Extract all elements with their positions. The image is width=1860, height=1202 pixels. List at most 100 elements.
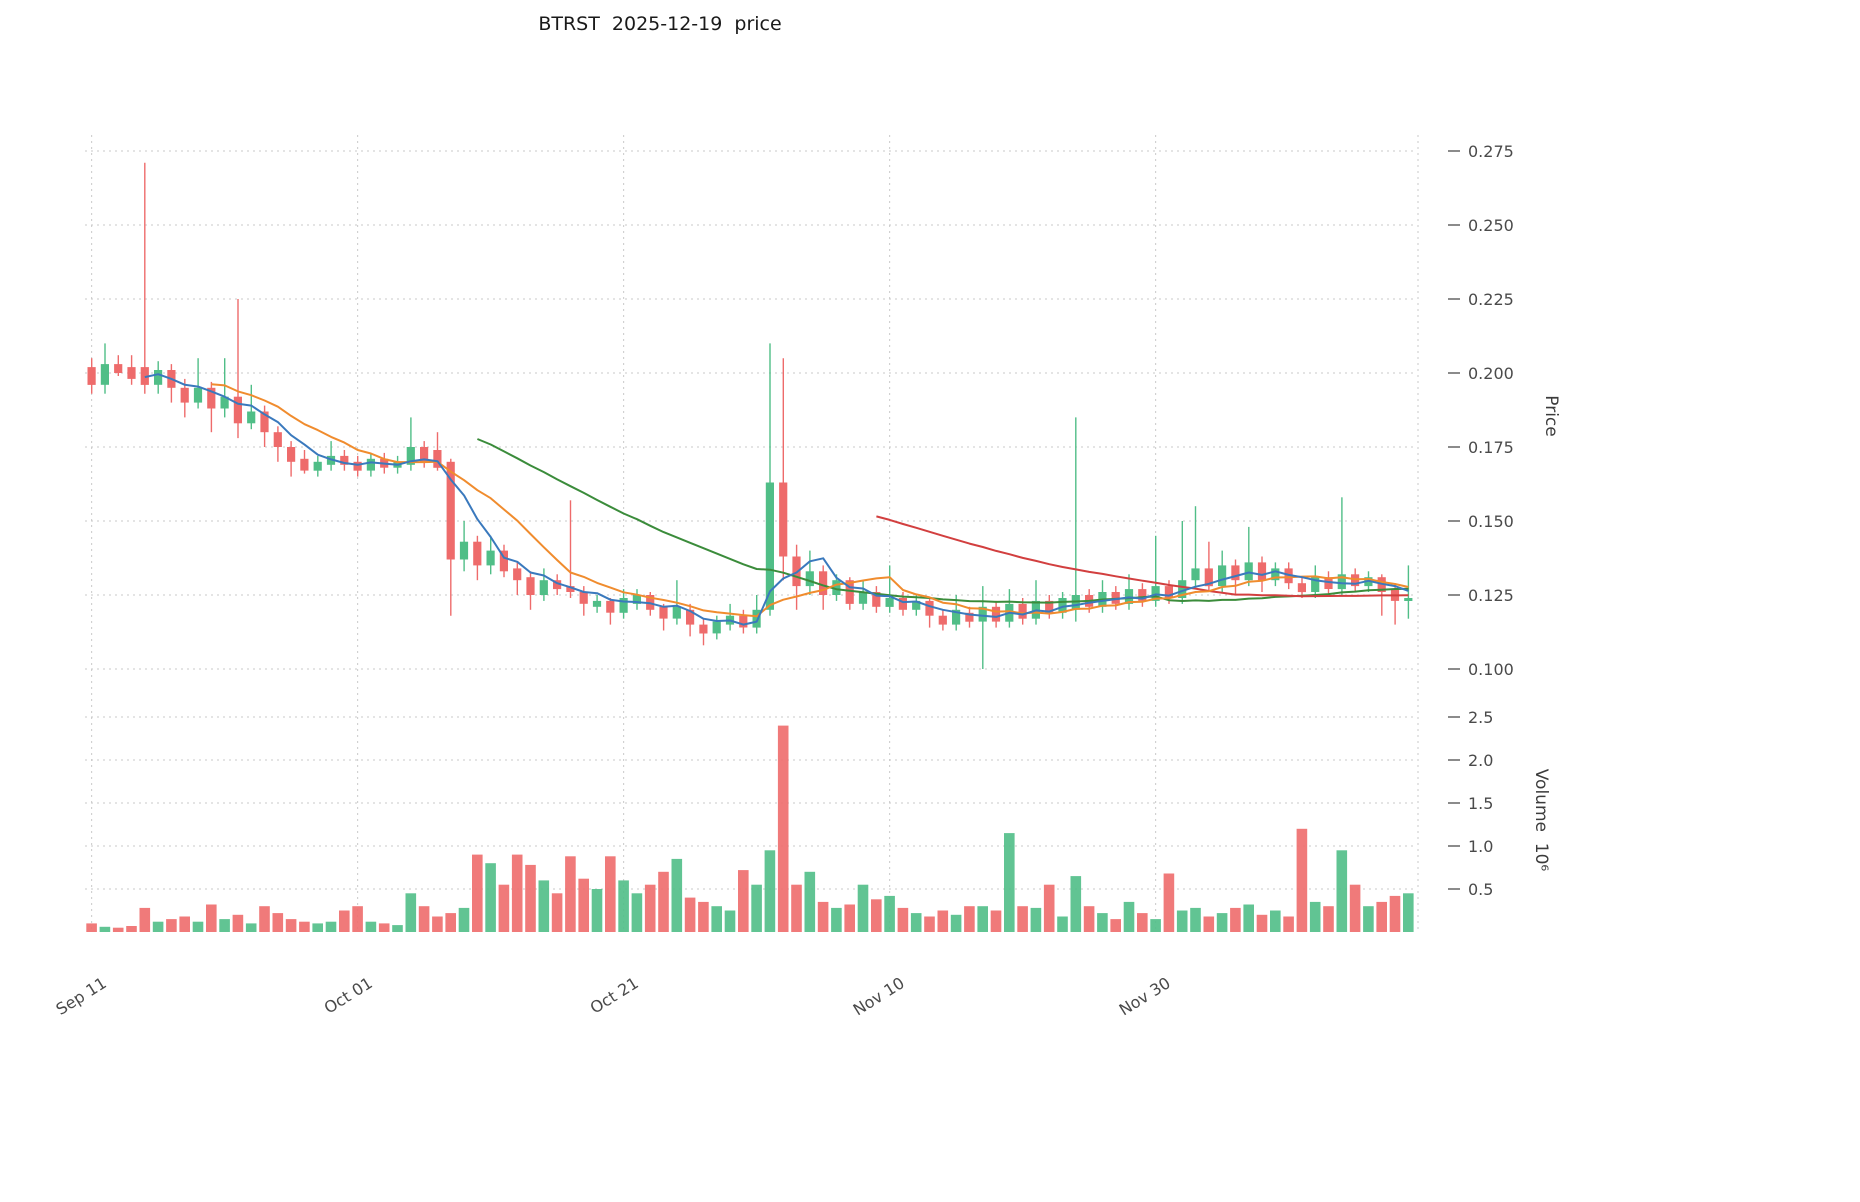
volume-bar (1083, 906, 1095, 932)
volume-bar (312, 923, 323, 932)
price-tick-label: 0.275 (1468, 142, 1514, 161)
x-tick-label: Sep 11 (53, 973, 110, 1019)
candle (300, 450, 309, 474)
volume-bar (618, 880, 629, 932)
price-tick-label: 0.250 (1468, 216, 1514, 235)
volume-bar (232, 914, 244, 932)
candle (1071, 417, 1080, 622)
volume-bar (937, 910, 949, 932)
volume-bar (924, 916, 935, 932)
volume-bar (1123, 901, 1135, 932)
candle (606, 598, 615, 625)
candle (127, 355, 136, 385)
candle (1231, 559, 1240, 595)
chart-title: BTRST 2025-12-19 price (538, 13, 781, 35)
candle (167, 364, 176, 403)
candle (207, 381, 216, 433)
volume-tick-label: 1.5 (1468, 794, 1493, 813)
volume-bar (1256, 914, 1268, 932)
candle (925, 598, 934, 628)
price-tick-label: 0.100 (1468, 660, 1514, 679)
candle (326, 441, 336, 471)
volume-bar (698, 901, 709, 932)
volume-bar (272, 913, 284, 932)
volume-bar (884, 895, 895, 932)
volume-bar (1043, 884, 1055, 932)
volume-bar (964, 906, 975, 932)
candle (858, 580, 868, 610)
volume-bar (1363, 906, 1374, 932)
volume-bar (152, 921, 164, 932)
candle (712, 615, 721, 640)
volume-bar (671, 858, 683, 932)
volume-bar (724, 910, 736, 932)
volume-bar (831, 907, 842, 932)
candle (938, 609, 947, 631)
volume-tick-label: 2.5 (1468, 708, 1493, 727)
candles (87, 162, 1413, 669)
volume-bar (378, 923, 390, 932)
candle (686, 603, 695, 637)
volume-bar (352, 906, 363, 932)
volume-bar (325, 921, 337, 932)
price-axis-label: Price (1541, 395, 1561, 436)
candle (193, 358, 203, 409)
volume-bar (259, 906, 270, 932)
volume-bar (1110, 919, 1121, 932)
candle (872, 586, 881, 613)
volume-bar (1270, 910, 1281, 932)
candle (779, 358, 788, 581)
price-tick-label: 0.225 (1468, 290, 1514, 309)
volume-bar (897, 907, 909, 932)
candle (1191, 506, 1200, 587)
volume-tick-label: 0.5 (1468, 880, 1493, 899)
volume-bar (977, 906, 988, 932)
candle (725, 603, 735, 631)
volume-bar (591, 889, 603, 932)
volume-bar (538, 880, 550, 932)
volume-bar (405, 893, 417, 932)
volume-bar (1150, 919, 1161, 932)
volume-bar (910, 913, 922, 932)
volume-bar (1283, 916, 1294, 932)
volume-bar (206, 904, 217, 932)
candle (260, 405, 269, 447)
candle (1005, 589, 1014, 628)
volume-bar (1336, 850, 1348, 932)
candle (978, 586, 987, 669)
volume-bar (738, 870, 749, 932)
volume-bar (1097, 913, 1108, 932)
candle (1244, 526, 1253, 587)
volume-bar (551, 893, 563, 932)
volume-bar (299, 921, 310, 932)
volume-bar (644, 884, 656, 932)
candle (140, 162, 149, 394)
volume-bar (472, 854, 483, 932)
candle (912, 595, 921, 616)
candle (539, 568, 548, 601)
candle (114, 355, 123, 376)
volume-bar (458, 907, 470, 932)
candle (819, 565, 828, 610)
volume-bar (605, 856, 616, 932)
volume-bar (166, 919, 177, 932)
candle (459, 521, 469, 572)
volume-bar (1296, 828, 1308, 932)
volume-bar (817, 901, 829, 932)
candle (965, 606, 974, 628)
volume-bar (990, 910, 1002, 932)
candle (446, 458, 455, 616)
candle (87, 358, 96, 394)
volume-bar (511, 854, 523, 932)
candle (154, 361, 163, 394)
candle (366, 452, 375, 477)
candle (1218, 550, 1227, 592)
candle (340, 450, 349, 471)
volume-bar (804, 871, 816, 932)
volume-bar (245, 923, 257, 932)
volume-bar (684, 897, 696, 932)
candle (287, 441, 296, 477)
volume-bar (112, 927, 124, 932)
